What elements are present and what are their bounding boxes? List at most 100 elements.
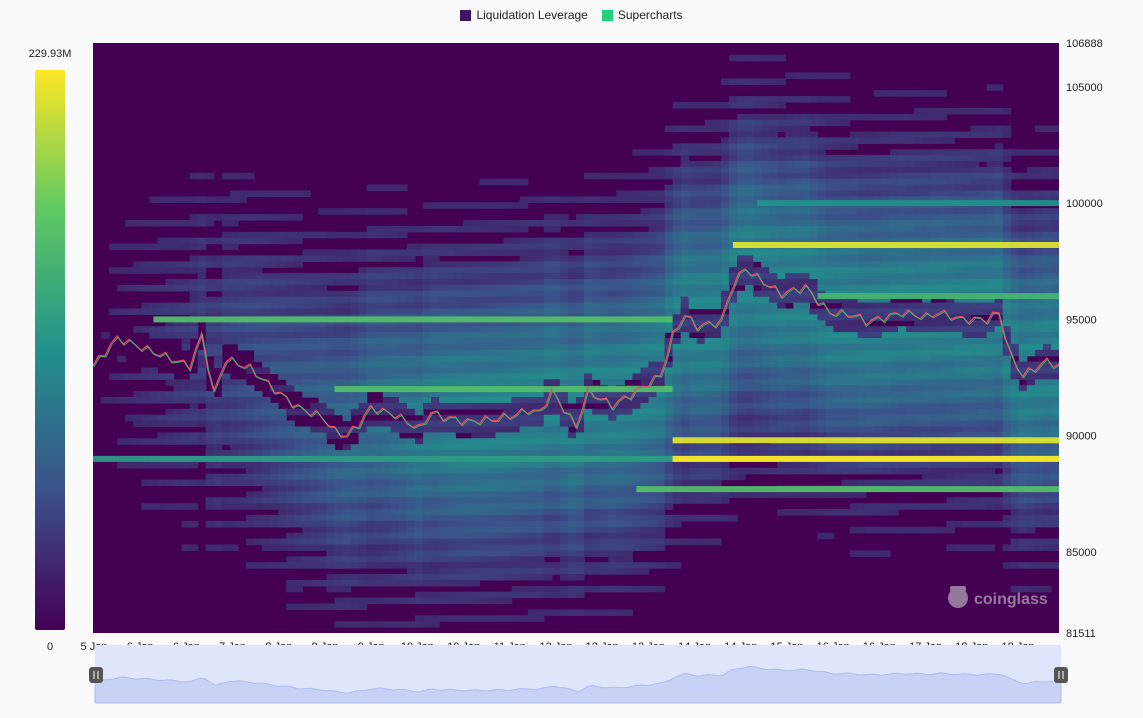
heatmap-cell bbox=[704, 284, 714, 292]
heatmap-cell bbox=[712, 379, 722, 386]
heatmap-cell bbox=[825, 137, 835, 144]
heatmap-cell bbox=[769, 125, 778, 133]
heatmap-cell bbox=[189, 326, 199, 333]
heatmap-cell bbox=[294, 326, 303, 333]
heatmap-cell bbox=[342, 361, 352, 369]
heatmap-cell bbox=[511, 461, 521, 469]
heatmap-cell bbox=[165, 243, 175, 251]
heatmap-cell bbox=[254, 408, 263, 416]
heatmap-cell bbox=[286, 556, 295, 563]
heatmap-cell bbox=[374, 491, 384, 498]
legend-item-liquidation-leverage[interactable]: Liquidation Leverage bbox=[460, 8, 588, 22]
heatmap-cell bbox=[503, 279, 513, 286]
heatmap-cell bbox=[463, 497, 472, 504]
heatmap-cell bbox=[374, 432, 384, 439]
heatmap-cell bbox=[406, 491, 416, 498]
heatmap-cell bbox=[608, 562, 617, 569]
heatmap-cell bbox=[664, 237, 674, 245]
heatmap-cell bbox=[511, 473, 521, 481]
heatmap-cell bbox=[527, 574, 537, 581]
heatmap-cell bbox=[503, 367, 513, 374]
heatmap-cell bbox=[294, 379, 303, 386]
heatmap-cell bbox=[745, 202, 754, 209]
heatmap-cell bbox=[487, 544, 497, 551]
heatmap-cell bbox=[398, 544, 408, 551]
heatmap-cell bbox=[447, 538, 456, 546]
heatmap-cell bbox=[318, 438, 328, 445]
heatmap-cell bbox=[390, 444, 400, 451]
heatmap-cell bbox=[809, 131, 819, 138]
heatmap-cell bbox=[455, 532, 464, 540]
heatmap-cell bbox=[334, 497, 344, 504]
heatmap-cell bbox=[672, 367, 682, 374]
heatmap-cell bbox=[567, 444, 577, 451]
heatmap-cell bbox=[769, 279, 778, 286]
heatmap-cell bbox=[728, 102, 738, 109]
heatmap-cell bbox=[656, 532, 666, 540]
heatmap-cell bbox=[584, 172, 593, 180]
heatmap-cell bbox=[600, 279, 609, 286]
heatmap-cell bbox=[737, 96, 746, 103]
heatmap-cell bbox=[358, 267, 368, 274]
heatmap-cell bbox=[648, 503, 658, 510]
heatmap-cell bbox=[519, 414, 529, 422]
heatmap-cell bbox=[672, 320, 682, 327]
heatmap-cell bbox=[439, 397, 448, 404]
heatmap-cell bbox=[801, 314, 811, 321]
heatmap-cell bbox=[495, 497, 505, 504]
heatmap-cell bbox=[527, 485, 537, 492]
heatmap-cell bbox=[358, 208, 368, 215]
heatmap-cell bbox=[640, 196, 650, 203]
heatmap-cell bbox=[584, 267, 593, 274]
heatmap-cell bbox=[576, 432, 585, 439]
heatmap-cell bbox=[704, 296, 714, 304]
heatmap-cell bbox=[455, 574, 464, 581]
heatmap-cell bbox=[712, 491, 722, 498]
heatmap-cell bbox=[535, 591, 545, 599]
heatmap-cell bbox=[712, 473, 722, 481]
heatmap-cell bbox=[455, 332, 464, 339]
heatmap-cell bbox=[237, 273, 247, 280]
heatmap-cell bbox=[447, 438, 456, 445]
heatmap-cell bbox=[704, 172, 714, 180]
heatmap-cell bbox=[463, 349, 472, 357]
heatmap-cell bbox=[551, 473, 561, 481]
heatmap-cell bbox=[519, 343, 529, 351]
heatmap-cell bbox=[463, 290, 472, 298]
heatmap-cell bbox=[141, 414, 150, 422]
heatmap-cell bbox=[584, 444, 593, 451]
heatmap-cell bbox=[672, 243, 682, 251]
heatmap-cell bbox=[664, 296, 674, 304]
heatmap-cell bbox=[342, 208, 352, 215]
heatmap-cell bbox=[278, 473, 287, 481]
heatmap-cell bbox=[680, 461, 690, 469]
heatmap-cell bbox=[495, 426, 505, 433]
heatmap-cell bbox=[133, 420, 142, 428]
heatmap-cell bbox=[648, 172, 658, 180]
heatmap-cell bbox=[728, 450, 738, 457]
heatmap-cell bbox=[680, 249, 690, 256]
legend-item-supercharts[interactable]: Supercharts bbox=[601, 8, 683, 22]
heatmap-cell bbox=[624, 373, 633, 380]
heatmap-cell bbox=[712, 208, 722, 215]
heatmap-cell bbox=[793, 444, 802, 451]
heatmap-cell bbox=[704, 184, 714, 192]
heatmap-cell bbox=[471, 556, 480, 563]
heatmap-cell bbox=[833, 332, 843, 339]
heatmap-cell bbox=[769, 284, 778, 292]
heatmap-cell bbox=[221, 438, 231, 445]
heatmap-cell bbox=[302, 190, 311, 197]
heatmap-cell bbox=[664, 190, 674, 197]
heatmap-cell bbox=[117, 397, 126, 404]
heatmap-cell bbox=[302, 479, 311, 487]
heatmap-cell bbox=[753, 361, 762, 369]
heatmap-cell bbox=[431, 432, 440, 439]
heatmap-cell bbox=[406, 597, 416, 605]
heatmap-cell bbox=[745, 279, 754, 286]
heatmap-cell bbox=[479, 391, 489, 398]
heatmap-cell bbox=[728, 196, 738, 203]
heatmap-cell bbox=[149, 479, 158, 487]
heatmap-cell bbox=[278, 544, 287, 551]
heatmap-cell bbox=[342, 562, 352, 569]
heatmap-cell bbox=[358, 320, 368, 327]
